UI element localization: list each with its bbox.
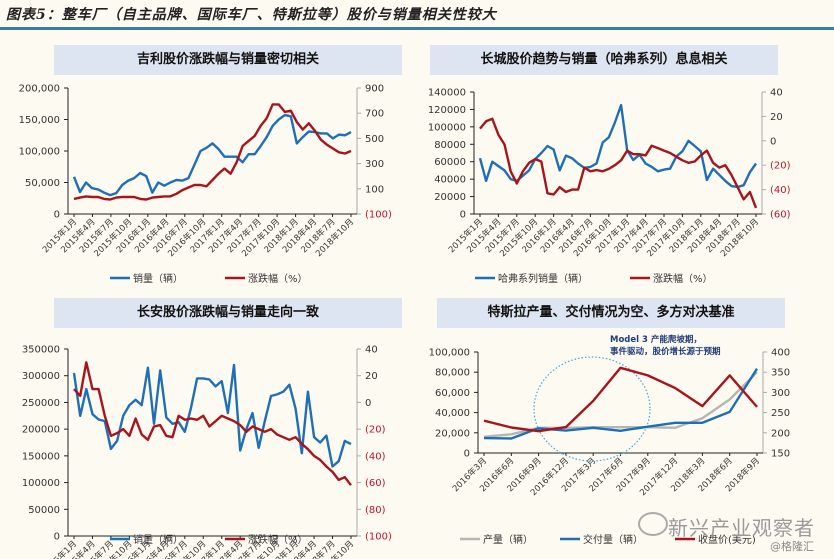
y-right-tick-label: (20): [770, 161, 791, 172]
legend-label: 哈弗系列销量（辆）: [498, 272, 588, 285]
y-right-tick-label: (60): [770, 210, 791, 221]
legend-label: 销量（辆）: [133, 533, 183, 546]
series-line-1: [483, 371, 758, 438]
y-left-tick-label: 0: [54, 210, 60, 221]
y-left-tick-label: 100,000: [429, 348, 470, 359]
legend-label: 涨跌幅（%）: [248, 533, 308, 546]
chart-1-title: 吉利股价涨跌幅与销量密切相关: [54, 45, 402, 75]
figure-title: 图表5：整车厂（自主品牌、国际车厂、特斯拉等）股价与销量相关性较大: [6, 7, 497, 23]
y-left-tick-label: 0: [460, 210, 466, 221]
y-right-tick-label: 300: [771, 388, 790, 399]
y-right-tick-label: 200: [771, 428, 790, 439]
y-right-tick-label: (80): [365, 505, 386, 516]
y-left-tick-label: 140000: [428, 88, 466, 99]
y-left-tick-label: 40000: [434, 175, 466, 186]
y-left-tick-label: 50,000: [25, 178, 60, 189]
y-right-tick-label: (40): [365, 451, 386, 462]
y-left-tick-label: 60,000: [435, 388, 470, 399]
chart-3-title: 长安股价涨跌幅与销量走向一致: [54, 298, 402, 328]
series-line-3: [483, 366, 758, 433]
figure-title-rule: [0, 27, 834, 30]
series-line-2: [73, 103, 352, 201]
y-right-tick-label: 20: [770, 112, 783, 123]
series-line-2: [483, 368, 759, 440]
y-right-tick-label: 250: [771, 408, 790, 419]
chart-4-tesla: 0 20,000 40,000 60,000 80,000 100,000 150 200 25…: [429, 334, 790, 546]
y-right-tick-label: 0: [365, 398, 371, 409]
y-left-tick-label: 0: [54, 532, 60, 543]
y-left-tick-label: 300000: [22, 371, 60, 382]
y-left-tick-label: 120000: [428, 105, 466, 116]
y-right-tick-label: 900: [365, 84, 384, 95]
legend-label: 交付量（辆）: [583, 533, 643, 546]
y-right-tick-label: 40: [770, 88, 783, 99]
chart-3-changan: 0 50000 100000 150000 200000 250000 300000 3500…: [22, 345, 392, 559]
y-right-tick-label: (40): [770, 185, 791, 196]
y-right-tick-label: 150: [771, 449, 790, 460]
y-right-tick-label: 20: [365, 371, 378, 382]
annotation-line-1: Model 3 产能爬坡期，: [610, 334, 702, 345]
y-right-tick-label: (100): [365, 532, 392, 543]
wechat-icon: [638, 512, 668, 536]
y-right-tick-label: 500: [365, 134, 384, 145]
chart-1-geely: 0 50,000 100,000 150,000 200,000 (100) 100 300 5…: [19, 84, 392, 286]
watermark-sub: @格隆汇: [770, 540, 814, 553]
y-right-tick-label: 0: [770, 136, 776, 147]
y-left-tick-label: 100000: [22, 478, 60, 489]
y-left-tick-label: 40,000: [435, 408, 470, 419]
y-left-tick-label: 350000: [22, 345, 60, 356]
annotation-line-2: 事件驱动，股价增长源于预期: [610, 346, 721, 357]
y-right-tick-label: 40: [365, 345, 378, 356]
y-right-tick-label: 300: [365, 159, 384, 170]
y-right-tick-label: 700: [365, 109, 384, 120]
y-left-tick-label: 20000: [434, 192, 466, 203]
legend-label: 收盘价(美元): [698, 533, 756, 546]
y-right-tick-label: 350: [771, 368, 790, 379]
chart-2-greatwall: 0 20000 40000 60000 80000 100000 120000 140000 (…: [428, 88, 791, 286]
y-right-tick-label: 400: [771, 348, 790, 359]
watermark: 新兴产业观察者: [668, 516, 815, 540]
chart-2-title: 长城股价趋势与销量（哈弗系列）息息相关: [430, 45, 778, 75]
y-left-tick-label: 100000: [428, 122, 466, 133]
y-left-tick-label: 250000: [22, 398, 60, 409]
y-right-tick-label: (100): [365, 210, 392, 221]
y-left-tick-label: 200000: [22, 425, 60, 436]
y-left-tick-label: 20,000: [435, 428, 470, 439]
legend-label: 销量（辆）: [133, 272, 183, 285]
series-line-1: [72, 363, 352, 468]
series-line-1: [72, 113, 352, 197]
y-left-tick-label: 50000: [28, 505, 60, 516]
y-left-tick-label: 150000: [22, 451, 60, 462]
y-left-tick-label: 80,000: [435, 368, 470, 379]
y-left-tick-label: 80000: [434, 140, 466, 151]
legend-label: 产量（辆）: [483, 533, 533, 546]
y-left-tick-label: 100,000: [19, 147, 60, 158]
y-right-tick-label: (20): [365, 425, 386, 436]
y-right-tick-label: 100: [365, 184, 384, 195]
chart-4-title: 特斯拉产量、交付情况为空、多方对决基准: [437, 298, 785, 328]
y-left-tick-label: 0: [464, 449, 470, 460]
highlight-ellipse: [533, 356, 651, 462]
y-left-tick-label: 150,000: [19, 115, 60, 126]
series-line-1: [478, 103, 757, 189]
y-left-tick-label: 200,000: [19, 84, 60, 95]
y-right-tick-label: (60): [365, 478, 386, 489]
legend-label: 涨跌幅（%）: [653, 272, 713, 285]
series-line-2: [73, 361, 352, 486]
series-line-2: [479, 117, 758, 209]
y-left-tick-label: 60000: [434, 157, 466, 168]
legend-label: 涨跌幅（%）: [248, 272, 308, 285]
